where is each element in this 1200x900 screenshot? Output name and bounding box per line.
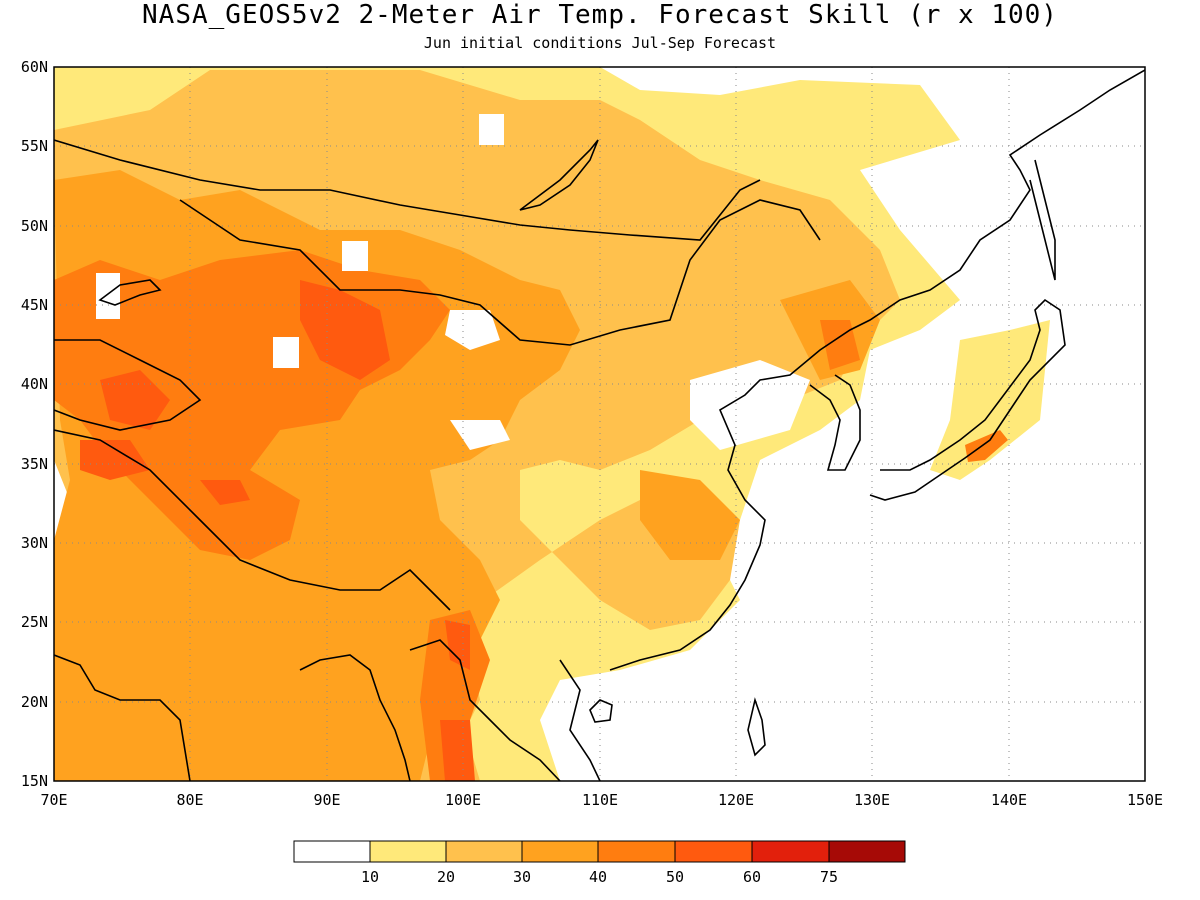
border-himalaya (54, 429, 451, 611)
coastline-korea (809, 374, 861, 471)
map-subtitle: Jun initial conditions Jul-Sep Forecast (423, 34, 777, 52)
coastline-hainan (589, 699, 613, 723)
coastline-bay-of-bengal (299, 654, 411, 781)
lat-tick-label: 60N (21, 58, 48, 76)
lon-tick-label: 120E (718, 791, 754, 809)
skill-band-50-60 (100, 370, 170, 430)
lon-tick-label: 80E (176, 791, 203, 809)
lon-tick-label: 110E (582, 791, 618, 809)
colorbar-label: 75 (820, 868, 838, 886)
lat-tick-label: 30N (21, 534, 48, 552)
lat-lon-grid (54, 67, 1145, 781)
lat-tick-label: 15N (21, 772, 48, 790)
border-mongolia (179, 199, 821, 346)
border-central-asia (54, 339, 202, 431)
colorbar-swatch (293, 840, 371, 863)
colorbar-label: 40 (589, 868, 607, 886)
lat-tick-label: 50N (21, 217, 48, 235)
colorbar-swatch (445, 840, 523, 863)
lon-tick-label: 90E (313, 791, 340, 809)
lat-tick-label: 45N (21, 296, 48, 314)
skill-field (54, 67, 1145, 781)
coastline-vietnam (559, 659, 601, 781)
lat-tick-label: 55N (21, 137, 48, 155)
colorbar-swatch (828, 840, 906, 863)
coastline-india-west (54, 654, 191, 781)
colorbar: 10 20 30 40 50 60 75 (293, 840, 906, 886)
colorbar-label: 20 (437, 868, 455, 886)
lon-tick-label: 140E (991, 791, 1027, 809)
lat-tick-label: 20N (21, 693, 48, 711)
coastline-indochina (409, 639, 561, 781)
colorbar-label: 10 (361, 868, 379, 886)
lat-tick-label: 40N (21, 375, 48, 393)
lake-baikal (519, 139, 599, 211)
colorbar-swatch (674, 840, 753, 863)
colorbar-swatch (521, 840, 599, 863)
coastline-sakhalin (1029, 159, 1056, 281)
coastline-japan (869, 298, 1066, 501)
lat-axis-labels: 60N 55N 50N 45N 40N 35N 30N 25N 20N 15N (21, 58, 48, 790)
lon-tick-label: 150E (1127, 791, 1163, 809)
colorbar-label: 50 (666, 868, 684, 886)
lake-balkhash (98, 279, 162, 306)
lon-tick-label: 70E (40, 791, 67, 809)
coastline-taiwan (747, 697, 766, 757)
lat-tick-label: 25N (21, 613, 48, 631)
colorbar-swatch (751, 840, 830, 863)
border-russia-north (54, 139, 761, 241)
colorbar-swatch (369, 840, 447, 863)
map-title: NASA_GEOS5v2 2-Meter Air Temp. Forecast … (142, 0, 1058, 30)
map-frame (53, 66, 1146, 782)
colorbar-label: 30 (513, 868, 531, 886)
lon-tick-label: 100E (445, 791, 481, 809)
lat-tick-label: 35N (21, 455, 48, 473)
colorbar-swatch (597, 840, 676, 863)
coastline-china-east (609, 69, 1145, 671)
coastlines (54, 69, 1145, 781)
colorbar-label: 60 (743, 868, 761, 886)
lon-axis-labels: 70E 80E 90E 100E 110E 120E 130E 140E 150… (40, 791, 1163, 809)
lon-tick-label: 130E (854, 791, 890, 809)
